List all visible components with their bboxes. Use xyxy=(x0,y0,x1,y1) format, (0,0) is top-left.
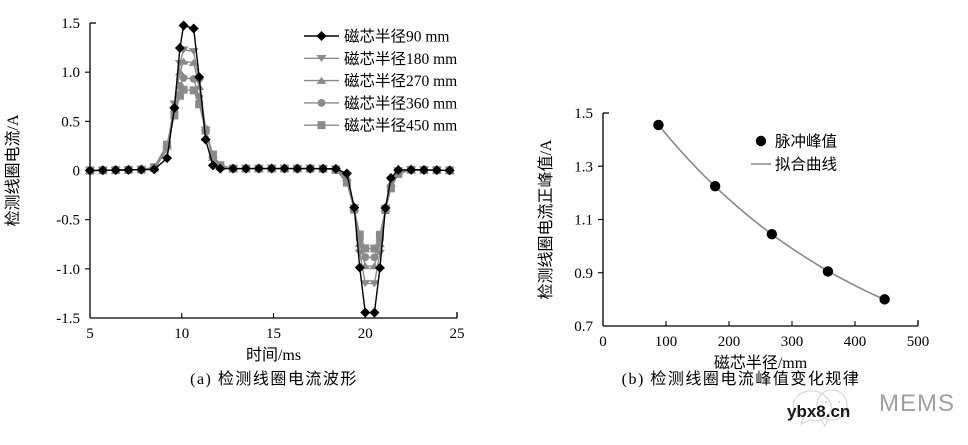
svg-text:ybx8.cn: ybx8.cn xyxy=(787,402,850,421)
svg-text:磁芯半径270 mm: 磁芯半径270 mm xyxy=(344,72,457,90)
svg-text:磁芯半径180 mm: 磁芯半径180 mm xyxy=(344,50,457,68)
svg-text:15: 15 xyxy=(266,326,281,342)
svg-text:20: 20 xyxy=(358,326,373,342)
svg-text:0.7: 0.7 xyxy=(574,319,593,335)
svg-text:拟合曲线: 拟合曲线 xyxy=(775,156,837,174)
svg-text:-0.5: -0.5 xyxy=(56,213,80,229)
svg-text:1.3: 1.3 xyxy=(574,159,593,175)
svg-text:0: 0 xyxy=(599,334,607,350)
svg-text:1.5: 1.5 xyxy=(61,16,80,32)
svg-text:500: 500 xyxy=(907,334,930,350)
svg-text:MEMS: MEMS xyxy=(879,390,955,417)
svg-text:300: 300 xyxy=(781,334,804,350)
svg-text:0.9: 0.9 xyxy=(574,266,593,282)
svg-text:脉冲峰值: 脉冲峰值 xyxy=(775,133,837,151)
svg-text:100: 100 xyxy=(655,334,678,350)
svg-text:检测线圈电流/A: 检测线圈电流/A xyxy=(4,114,22,226)
svg-text:检测线圈电流正峰值/A: 检测线圈电流正峰值/A xyxy=(537,139,555,299)
svg-text:磁芯半径/mm: 磁芯半径/mm xyxy=(714,354,808,372)
svg-text:1.1: 1.1 xyxy=(574,213,593,229)
svg-text:-1.5: -1.5 xyxy=(56,311,80,327)
svg-text:1.5: 1.5 xyxy=(574,106,593,122)
svg-text:25: 25 xyxy=(450,326,465,342)
svg-text:磁芯半径360 mm: 磁芯半径360 mm xyxy=(344,94,457,112)
svg-text:0: 0 xyxy=(73,164,81,180)
svg-text:(a) 检测线圈电流波形: (a) 检测线圈电流波形 xyxy=(190,370,358,388)
svg-text:0.5: 0.5 xyxy=(61,114,80,130)
svg-text:磁芯半径450 mm: 磁芯半径450 mm xyxy=(344,117,457,135)
svg-text:-1.0: -1.0 xyxy=(56,262,80,278)
svg-text:5: 5 xyxy=(86,326,94,342)
svg-text:1.0: 1.0 xyxy=(61,65,80,81)
svg-text:10: 10 xyxy=(174,326,189,342)
svg-text:磁芯半径90 mm: 磁芯半径90 mm xyxy=(344,28,450,46)
svg-text:400: 400 xyxy=(844,334,867,350)
svg-text:(b) 检测线圈电流峰值变化规律: (b) 检测线圈电流峰值变化规律 xyxy=(622,370,861,388)
svg-text:200: 200 xyxy=(718,334,741,350)
svg-text:时间/ms: 时间/ms xyxy=(246,346,301,364)
